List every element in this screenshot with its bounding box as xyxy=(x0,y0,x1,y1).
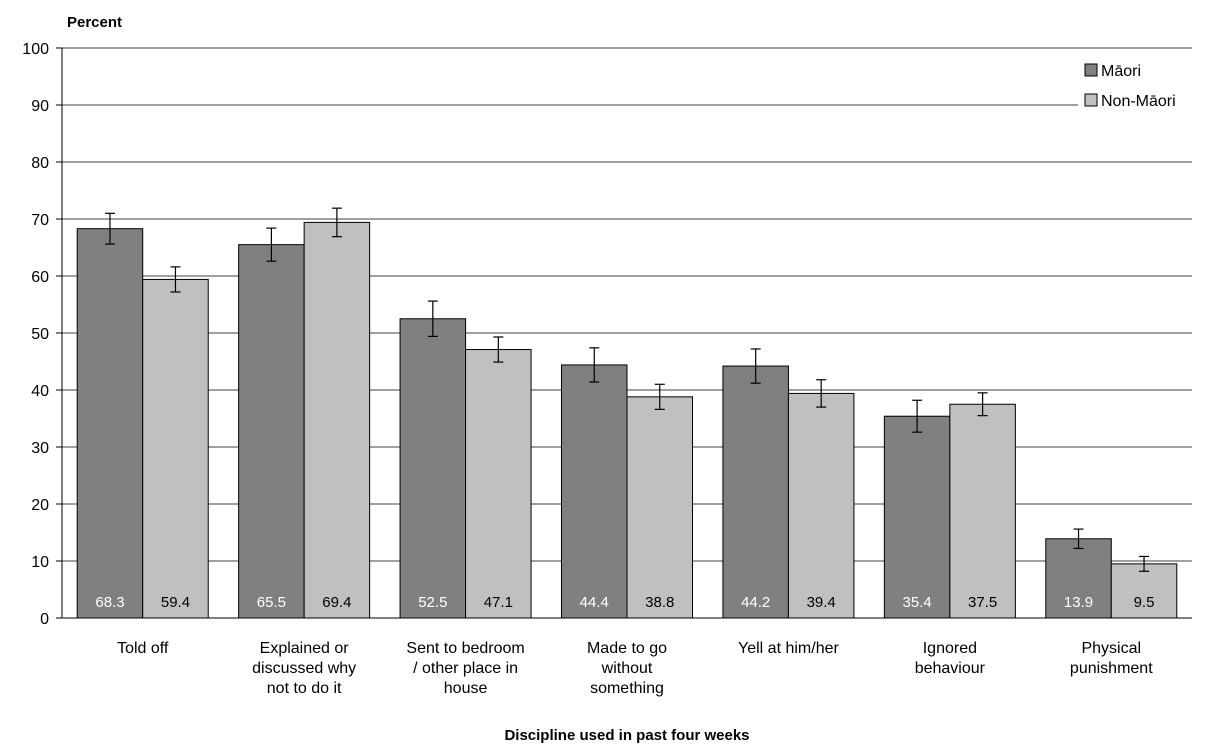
category-label-line: not to do it xyxy=(267,680,342,697)
bar-non-maori xyxy=(465,349,532,619)
y-tick-label: 20 xyxy=(31,497,49,514)
category-label-line: Explained or xyxy=(260,640,350,657)
category-label-line: Made to go xyxy=(587,640,667,657)
y-tick-label: 60 xyxy=(31,269,49,286)
category-label-line: Yell at him/her xyxy=(738,640,839,657)
category-label: Told off xyxy=(117,640,169,657)
value-label: 44.4 xyxy=(580,594,609,611)
category-label-line: something xyxy=(590,680,664,697)
bar-non-maori xyxy=(142,278,209,619)
legend-swatch-non-maori xyxy=(1084,93,1098,107)
y-tick-label: 30 xyxy=(31,440,49,457)
axes xyxy=(56,47,1192,619)
value-label: 9.5 xyxy=(1134,594,1155,611)
value-label: 39.4 xyxy=(807,594,836,611)
category-label: Sent to bedroom / other place in house xyxy=(406,640,524,697)
y-tick-label: 100 xyxy=(22,41,49,58)
y-axis-title: Percent xyxy=(67,14,122,31)
value-label: 44.2 xyxy=(741,594,770,611)
category-label: Explained or discussed why not to do it xyxy=(252,640,356,697)
category-label-line: Sent to bedroom xyxy=(406,640,524,657)
category-label-line: without xyxy=(601,660,653,677)
bar-maori xyxy=(722,365,789,619)
category-label-line: behaviour xyxy=(915,660,986,677)
bar-maori xyxy=(238,244,305,619)
value-label: 13.9 xyxy=(1064,594,1093,611)
legend-label-maori: Māori xyxy=(1101,63,1141,80)
category-labels: Told off Explained or discussed why not to … xyxy=(117,640,1153,697)
category-label-line: house xyxy=(444,680,488,697)
bars xyxy=(76,221,1178,619)
bar-non-maori xyxy=(626,396,693,619)
bar-maori xyxy=(883,415,951,619)
x-axis-title: Discipline used in past four weeks xyxy=(504,727,749,744)
value-label: 69.4 xyxy=(322,594,351,611)
value-label: 37.5 xyxy=(968,594,997,611)
category-label-line: / other place in xyxy=(413,660,518,677)
value-label: 65.5 xyxy=(257,594,286,611)
error-bars xyxy=(104,207,1150,572)
y-tick-label: 40 xyxy=(31,383,49,400)
category-label: Yell at him/her xyxy=(738,640,839,657)
bar-non-maori xyxy=(949,403,1016,619)
bar-maori xyxy=(76,228,144,619)
legend-box xyxy=(1078,58,1202,116)
category-label-line: discussed why xyxy=(252,660,356,677)
category-label-line: Physical xyxy=(1081,640,1141,657)
value-label: 59.4 xyxy=(161,594,190,611)
category-label-line: Ignored xyxy=(923,640,977,657)
category-label: Ignored behaviour xyxy=(915,640,986,677)
legend-swatch-maori xyxy=(1084,63,1098,77)
legend-label-non-maori: Non-Māori xyxy=(1101,93,1176,110)
bar-non-maori xyxy=(303,221,371,619)
bar-maori xyxy=(561,364,628,619)
value-label: 38.8 xyxy=(645,594,674,611)
category-label-line: Told off xyxy=(117,640,169,657)
y-tick-label: 80 xyxy=(31,155,49,172)
category-label-line: punishment xyxy=(1070,660,1153,677)
y-axis-ticks: 0 10 20 30 40 50 60 70 80 90 100 xyxy=(22,41,49,628)
bar-non-maori xyxy=(787,392,855,619)
bar-non-maori xyxy=(1110,563,1178,619)
value-label: 35.4 xyxy=(903,594,932,611)
y-tick-label: 50 xyxy=(31,326,49,343)
y-tick-label: 70 xyxy=(31,212,49,229)
value-label: 52.5 xyxy=(418,594,447,611)
value-label: 68.3 xyxy=(95,594,124,611)
value-label: 47.1 xyxy=(484,594,513,611)
legend: Māori Non-Māori xyxy=(1078,58,1202,116)
y-tick-label: 90 xyxy=(31,98,49,115)
value-labels: 68.3 59.4 65.5 69.4 52.5 47.1 44.4 38.8 44.2 39.4… xyxy=(95,594,1154,611)
y-tick-label: 10 xyxy=(31,554,49,571)
category-label: Physical punishment xyxy=(1070,640,1153,677)
category-label: Made to go without something xyxy=(587,640,667,697)
y-tick-label: 0 xyxy=(40,611,49,628)
bar-maori xyxy=(399,318,467,619)
